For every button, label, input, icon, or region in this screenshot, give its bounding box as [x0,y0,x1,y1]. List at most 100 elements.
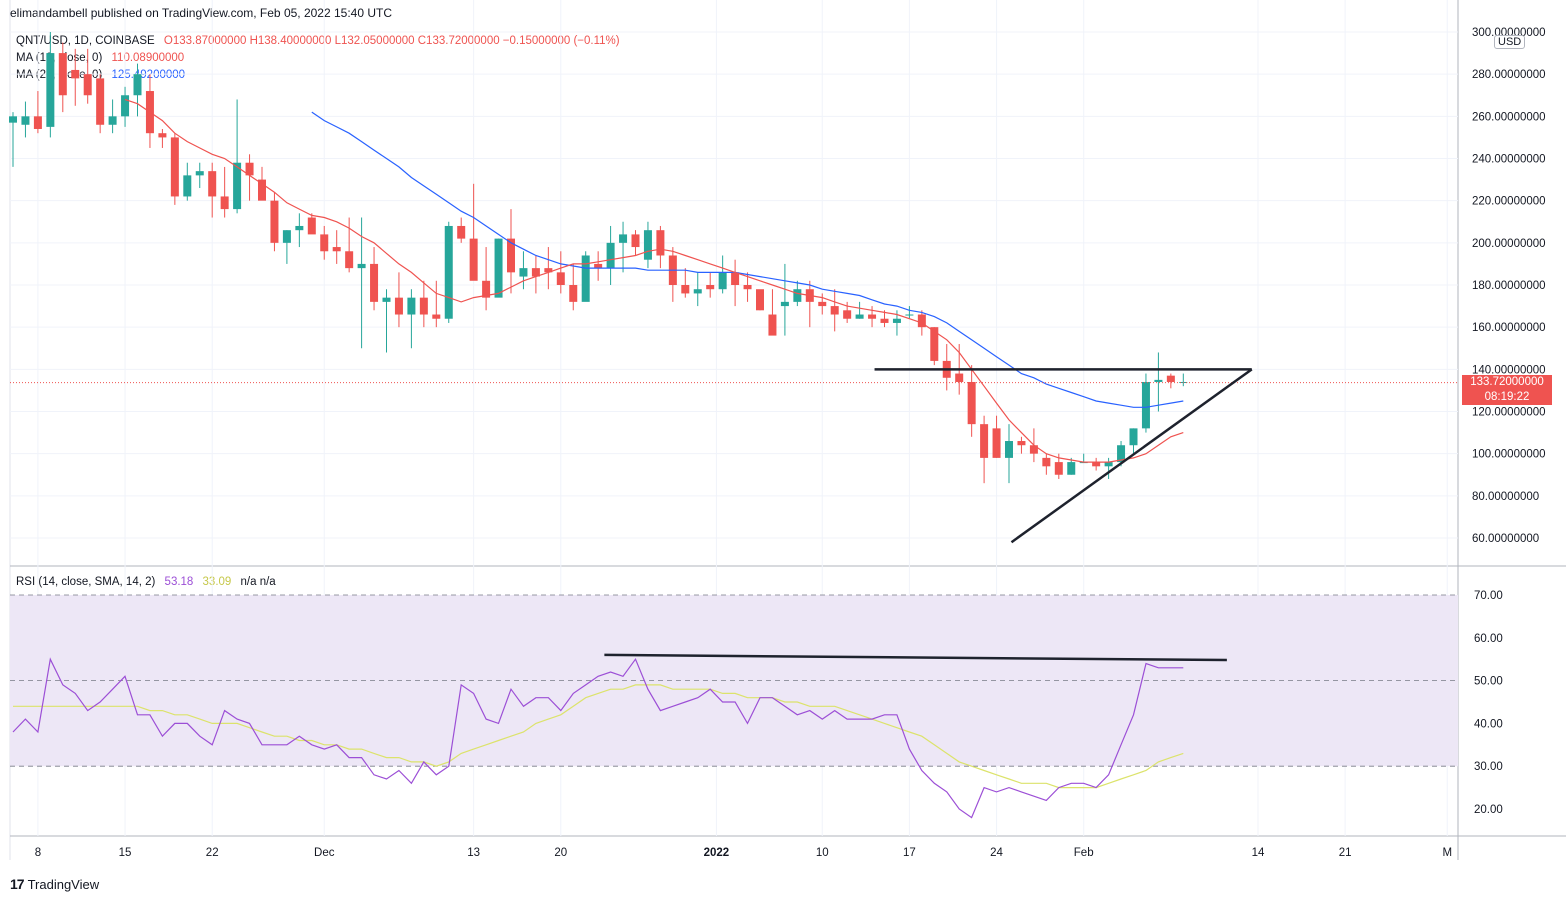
candle-body [743,285,752,290]
price-tick-label: 280.00000000 [1472,69,1546,81]
candle-body [556,272,565,285]
candle-body [706,285,715,290]
candle-body [345,251,354,269]
rsi-tick-label: 20.00 [1474,804,1503,816]
candle-body [320,234,329,252]
candle-body [768,314,777,336]
time-tick-label: 24 [990,847,1003,859]
ma10-value: 110.08900000 [111,52,185,64]
ohlc-values: O133.87000000 H138.40000000 L132.0500000… [163,35,620,47]
candle-body [1067,462,1076,475]
candle-body [818,301,827,307]
candle-body [245,162,254,176]
candle-body [544,268,553,273]
rsi-label: RSI (14, close, SMA, 14, 2) [16,576,156,588]
last-price-label: 133.72000000 08:19:22 [1462,375,1552,405]
candle-body [96,78,105,125]
rsi-value: 53.18 [164,576,194,588]
candle-body [494,238,503,298]
candle-body [643,230,652,260]
time-tick-label: 8 [35,847,41,859]
rsi-legend[interactable]: RSI (14, close, SMA, 14, 2) 53.18 33.09 … [16,576,282,588]
tradingview-brand[interactable]: 17 TradingView [10,876,99,892]
candle-body [258,179,266,201]
candle-body [619,234,628,243]
rsi-tick-label: 30.00 [1474,761,1503,773]
last-price: 133.72000000 [1470,376,1544,388]
price-tick-label: 220.00000000 [1472,196,1546,208]
price-tick-label: 240.00000000 [1472,154,1546,166]
candle-body [1054,462,1063,475]
candle-body [46,53,55,127]
candle-body [382,297,391,302]
candle-body [282,230,291,243]
candle-body [83,74,92,96]
candle-body [33,116,42,129]
candle-body [332,247,341,252]
candle-body [58,53,67,96]
price-tick-label: 80.00000000 [1472,491,1539,503]
candle-body [880,318,889,323]
candle-body [1141,381,1150,429]
candle-body [1029,445,1038,454]
candle-body [21,116,30,125]
brand-name: TradingView [27,876,100,892]
price-tick-label: 60.00000000 [1472,533,1539,545]
ma25-line [311,111,1184,408]
candle-body [868,314,877,319]
candle-body [569,285,578,302]
time-tick-label: Dec [314,847,335,859]
candle-body [407,297,416,315]
rsi-tick-label: 70.00 [1474,590,1503,602]
candle-body [1092,462,1101,467]
rsi-tick-label: 60.00 [1474,633,1503,645]
candle-body [208,171,217,197]
bar-countdown: 08:19:22 [1484,391,1530,403]
time-tick-label: 10 [816,847,829,859]
time-tick-label: 13 [467,847,480,859]
candle-body [121,95,130,117]
candle-body [843,310,852,319]
candle-body [731,272,740,285]
candle-body [469,238,478,281]
candle-body [307,217,316,235]
candle-body [432,314,441,319]
candle-body [631,234,640,248]
price-tick-label: 200.00000000 [1472,238,1546,250]
candle-body [444,225,453,319]
candle-body [295,225,304,231]
candle-body [195,171,204,176]
candle-body [780,301,789,307]
candle-body [681,285,690,294]
candle-body [992,428,1001,458]
candle-body [830,306,839,315]
candle-body [606,242,615,269]
candle-body [158,133,167,138]
candle-body [980,424,989,458]
candle-body [1117,445,1126,463]
price-tick-label: 100.00000000 [1472,449,1546,461]
candle-body [531,268,540,277]
candle-body [955,373,964,382]
time-tick-label: M [1442,847,1452,859]
price-tick-label: 140.00000000 [1472,364,1546,376]
candle-body [1005,441,1013,458]
price-tick-label: 260.00000000 [1472,111,1546,123]
candle-body [519,268,528,277]
currency-badge[interactable]: USD [1494,35,1526,49]
candle-body [581,255,590,302]
time-tick-label: 20 [554,847,567,859]
candle-body [594,263,603,269]
candle-body [1154,379,1163,382]
candle-body [170,137,179,197]
candle-body [930,327,939,361]
candle-body [1042,457,1051,467]
rsi-line [12,657,1184,819]
candle-body [718,272,727,290]
candle-body [693,289,702,294]
rsi-sma-line [13,684,1184,789]
price-tick-label: 160.00000000 [1472,322,1546,334]
tradingview-logo-icon: 17 [10,876,25,892]
rsi-sma-value: 33.09 [202,576,232,588]
